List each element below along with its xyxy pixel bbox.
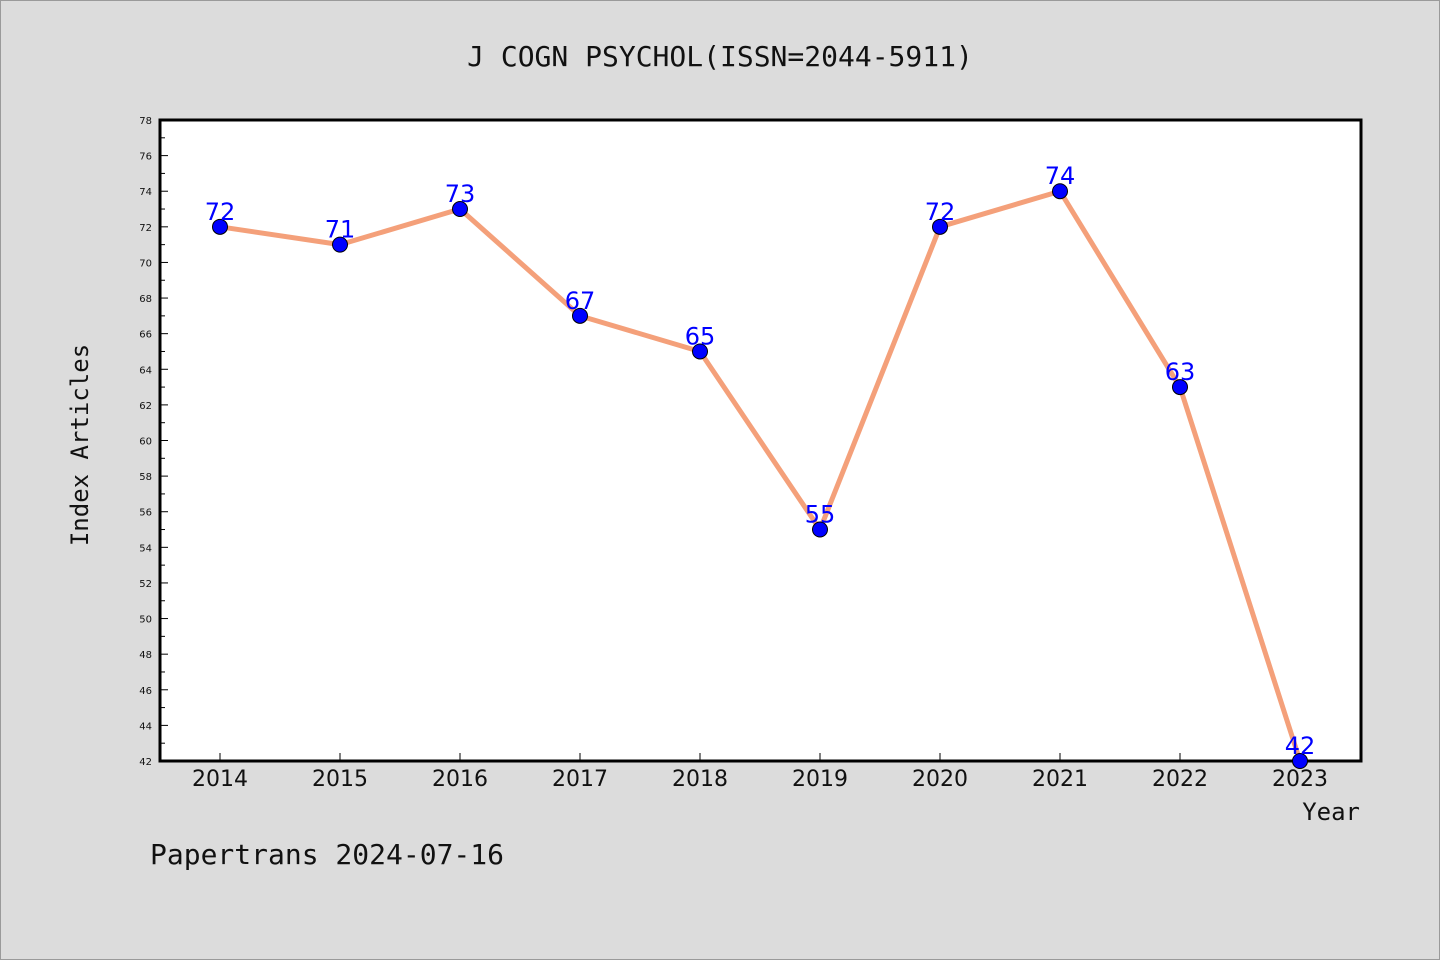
y-tick-label: 50 [139,615,152,626]
data-label: 55 [805,501,836,529]
y-tick-label: 52 [139,579,152,590]
y-tick-label: 54 [139,543,152,554]
x-tick-label: 2023 [1272,767,1328,792]
y-tick-label: 66 [139,330,152,341]
x-tick-label: 2021 [1032,767,1088,792]
chart-title: J COGN PSYCHOL(ISSN=2044-5911) [467,40,973,73]
y-axis-label: Index Articles [66,344,94,546]
data-point [692,343,708,360]
x-tick-label: 2022 [1152,767,1208,792]
y-tick-label: 64 [139,365,152,376]
y-tick-label: 68 [139,294,152,305]
data-point [572,307,588,324]
y-tick-label: 76 [139,152,152,163]
data-label: 73 [445,180,476,208]
data-label: 42 [1285,732,1316,760]
x-tick-label: 2020 [912,767,968,792]
data-point [212,218,228,235]
y-tick-label: 58 [139,472,152,483]
x-tick-label: 2019 [792,767,848,792]
data-label: 74 [1045,162,1076,190]
series-line-group [212,183,1308,769]
footer-caption: Papertrans 2024-07-16 [150,838,504,871]
data-point [452,201,468,218]
y-tick-label: 56 [139,508,152,519]
data-label: 63 [1165,358,1196,386]
y-tick-label: 62 [139,401,152,412]
x-tick-label: 2016 [432,767,488,792]
data-label: 71 [325,216,356,244]
data-point [1292,753,1308,769]
y-tick-label: 72 [139,223,152,234]
x-tick-label: 2017 [552,767,608,792]
data-label: 72 [205,198,236,226]
series-line [219,188,1303,762]
data-labels: 72 71 73 67 65 55 72 74 63 42 [205,162,1316,760]
data-point [1052,183,1068,200]
y-tick-label: 48 [139,650,152,661]
y-tick-label: 70 [139,258,152,269]
data-label: 67 [565,287,596,315]
data-point [812,521,828,538]
y-tick-label: 74 [139,187,152,198]
y-tick-label: 46 [139,686,152,697]
y-tick-label: 78 [139,116,152,127]
x-axis-label: Year [1302,798,1360,826]
data-point [332,236,348,253]
y-axis: 42 44 46 48 50 52 54 56 58 60 62 64 66 68 70 72 74 76 78 [139,116,168,768]
data-point [1172,379,1188,396]
y-tick-label: 60 [139,437,152,448]
data-point [932,218,948,235]
x-axis: 2014 2015 2016 2017 2018 2019 2020 2021 2022 2023 [192,753,1328,792]
y-tick-label: 42 [139,757,152,768]
x-tick-label: 2015 [312,767,368,792]
data-label: 72 [925,198,956,226]
x-tick-label: 2014 [192,767,248,792]
y-tick-label: 44 [139,721,152,732]
x-tick-label: 2018 [672,767,728,792]
data-label: 65 [685,322,716,350]
